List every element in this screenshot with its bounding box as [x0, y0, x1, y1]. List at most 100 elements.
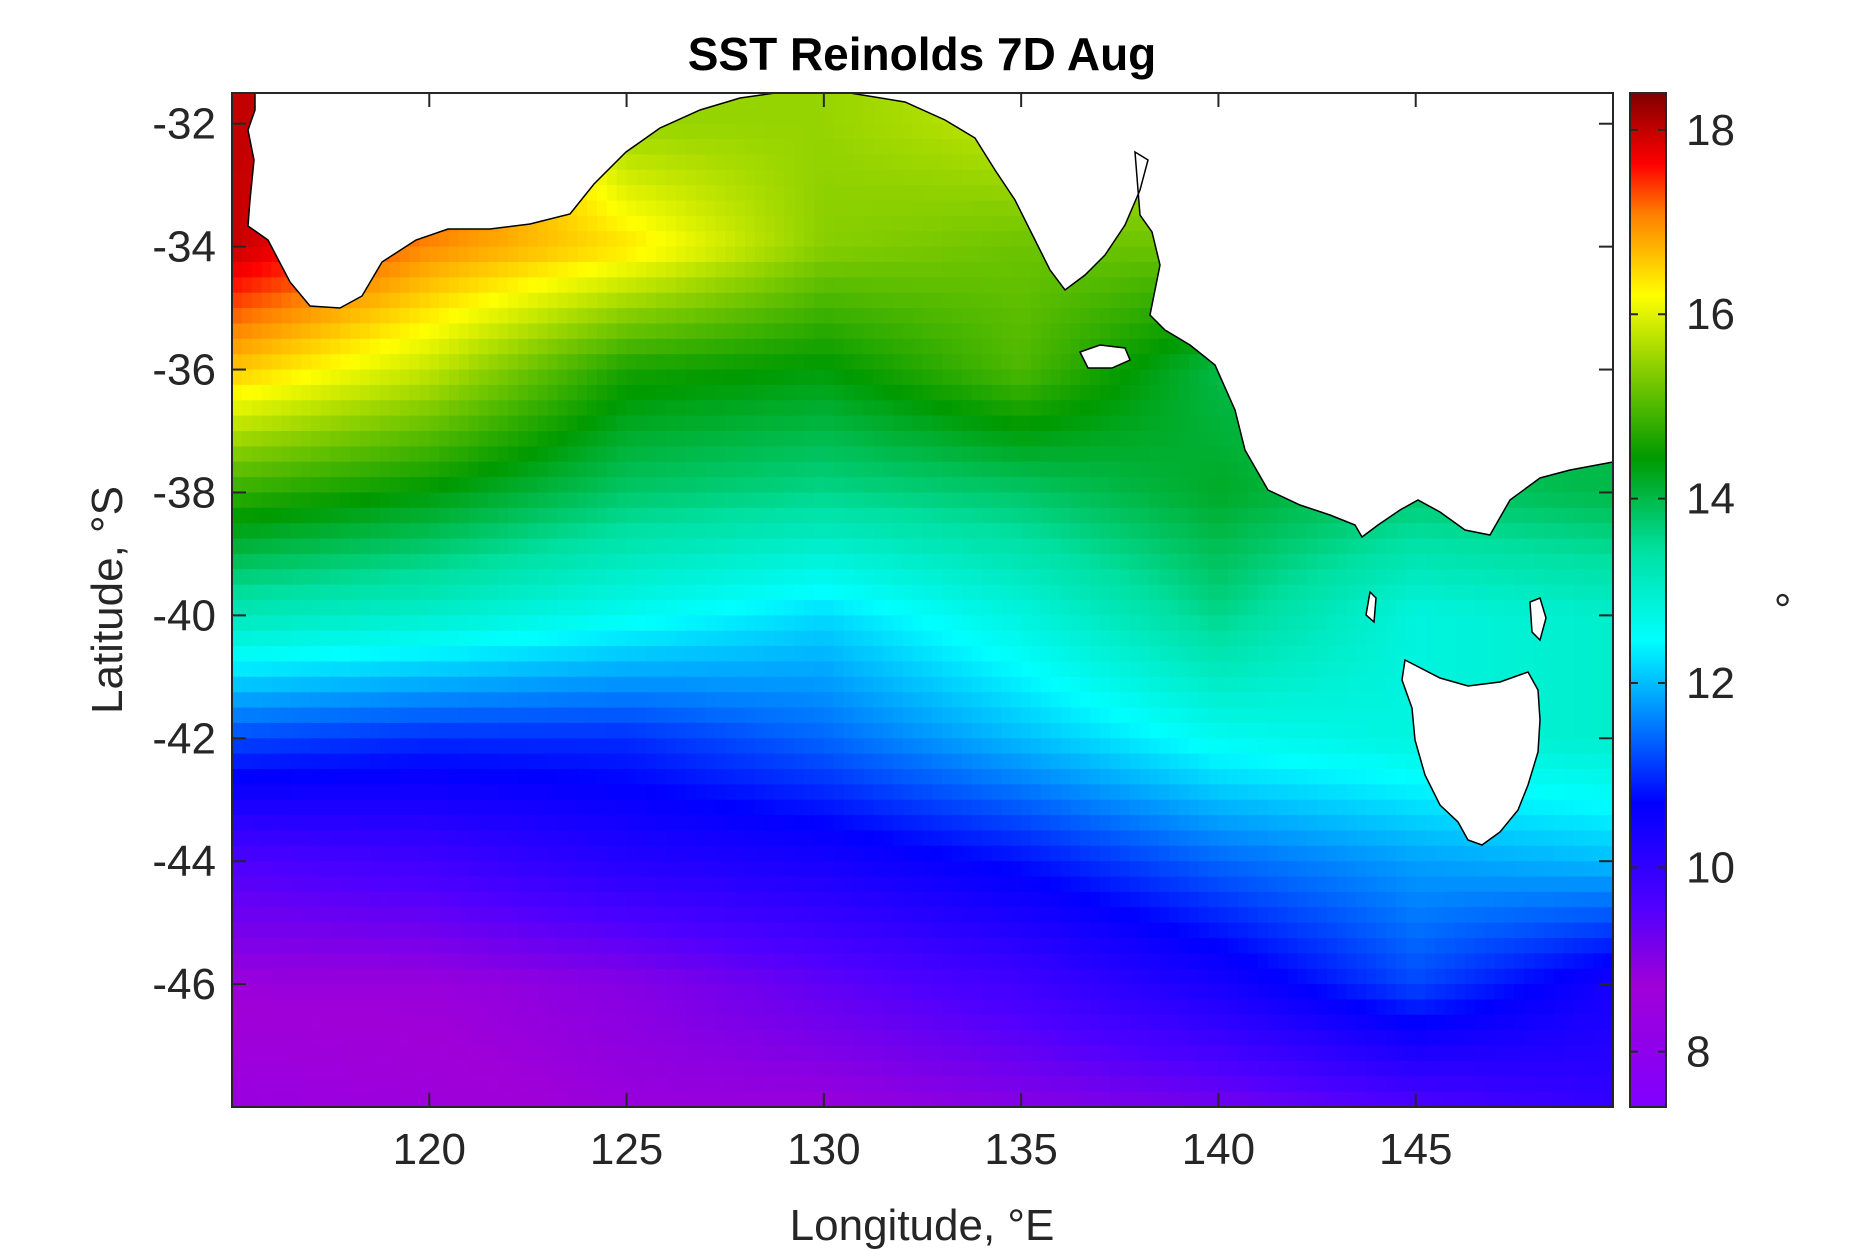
heatmap-cell [1070, 477, 1081, 494]
heatmap-cell [1050, 354, 1062, 371]
heatmap-cell [399, 431, 411, 447]
heatmap-cell [873, 292, 884, 309]
heatmap-cell [379, 461, 391, 478]
heatmap-cell [251, 292, 263, 309]
heatmap-cell [340, 384, 351, 401]
heatmap-cell [1031, 431, 1042, 447]
heatmap-cell [498, 415, 509, 432]
heatmap-cell [468, 584, 480, 601]
heatmap-cell [1257, 584, 1269, 601]
heatmap-cell [301, 569, 312, 586]
heatmap-cell [774, 246, 785, 263]
heatmap-cell [666, 615, 677, 632]
heatmap-cell [883, 400, 894, 417]
heatmap-cell [1011, 630, 1022, 647]
heatmap-cell [942, 461, 953, 478]
heatmap-cell [251, 538, 263, 555]
heatmap-cell [952, 169, 963, 186]
heatmap-cell [567, 615, 578, 632]
heatmap-cell [518, 262, 529, 278]
heatmap-cell [626, 600, 638, 616]
heatmap-cell [942, 338, 953, 355]
heatmap-cell [567, 277, 578, 294]
heatmap-cell [695, 354, 707, 371]
heatmap-cell [439, 292, 450, 309]
heatmap-cell [1149, 262, 1160, 278]
heatmap-cell [1001, 446, 1012, 463]
heatmap-cell [715, 369, 726, 386]
heatmap-cell [310, 431, 322, 447]
heatmap-cell [399, 262, 411, 278]
heatmap-cell [971, 169, 983, 186]
heatmap-cell [833, 123, 845, 140]
heatmap-cell [241, 323, 253, 340]
heatmap-cell [922, 139, 933, 156]
heatmap-cell [458, 231, 470, 248]
heatmap-cell [350, 308, 361, 325]
heatmap-cell [1415, 507, 1427, 524]
heatmap-cell [370, 584, 381, 601]
heatmap-cell [715, 262, 726, 278]
heatmap-cell [1228, 569, 1239, 586]
heatmap-cell [705, 600, 716, 616]
heatmap-cell [1011, 523, 1022, 540]
heatmap-cell [399, 600, 411, 616]
heatmap-cell [932, 461, 943, 478]
heatmap-cell [1139, 369, 1150, 386]
heatmap-cell [853, 615, 864, 632]
heatmap-cell [419, 569, 430, 586]
heatmap-cell [389, 492, 401, 509]
heatmap-cell [370, 600, 381, 616]
heatmap-cell [715, 415, 726, 432]
heatmap-cell [1287, 507, 1298, 524]
heatmap-cell [952, 446, 963, 463]
heatmap-cell [892, 400, 904, 417]
heatmap-cell [1119, 523, 1131, 540]
heatmap-cell [843, 215, 855, 232]
heatmap-cell [1011, 215, 1022, 232]
heatmap-cell [1159, 431, 1170, 447]
heatmap-cell [695, 553, 707, 570]
heatmap-cell [883, 369, 894, 386]
heatmap-cell [922, 123, 933, 140]
heatmap-cell [705, 431, 716, 447]
heatmap-cell [606, 415, 618, 432]
heatmap-cell [892, 354, 904, 371]
heatmap-cell [537, 308, 549, 325]
heatmap-cell [1514, 553, 1525, 570]
heatmap-cell [409, 384, 421, 401]
heatmap-cell [1445, 569, 1456, 586]
heatmap-cell [330, 338, 342, 355]
heatmap-cell [695, 461, 707, 478]
heatmap-cell [735, 523, 746, 540]
heatmap-cell [774, 185, 785, 202]
heatmap-cell [1534, 569, 1545, 586]
heatmap-cell [616, 507, 628, 524]
heatmap-cell [725, 615, 736, 632]
heatmap-cell [764, 507, 776, 524]
heatmap-cell [241, 492, 253, 509]
heatmap-cell [1050, 538, 1062, 555]
heatmap-cell [981, 292, 993, 309]
heatmap-cell [1149, 538, 1160, 555]
heatmap-cell [1336, 569, 1348, 586]
heatmap-cell [804, 492, 815, 509]
heatmap-cell [725, 308, 736, 325]
heatmap-cell [952, 461, 963, 478]
heatmap-cell [310, 369, 322, 386]
heatmap-cell [567, 338, 578, 355]
heatmap-cell [1593, 584, 1604, 601]
heatmap-cell [794, 246, 805, 263]
heatmap-cell [1119, 292, 1131, 309]
heatmap-cell [1346, 600, 1358, 616]
heatmap-cell [1386, 600, 1397, 616]
heatmap-cell [685, 523, 697, 540]
heatmap-cell [1169, 615, 1180, 632]
heatmap-cell [636, 507, 647, 524]
heatmap-cell [1021, 477, 1032, 494]
heatmap-cell [449, 384, 460, 401]
heatmap-cell [695, 185, 707, 202]
heatmap-cell [508, 231, 519, 248]
heatmap-cell [478, 384, 490, 401]
heatmap-cell [271, 354, 282, 371]
